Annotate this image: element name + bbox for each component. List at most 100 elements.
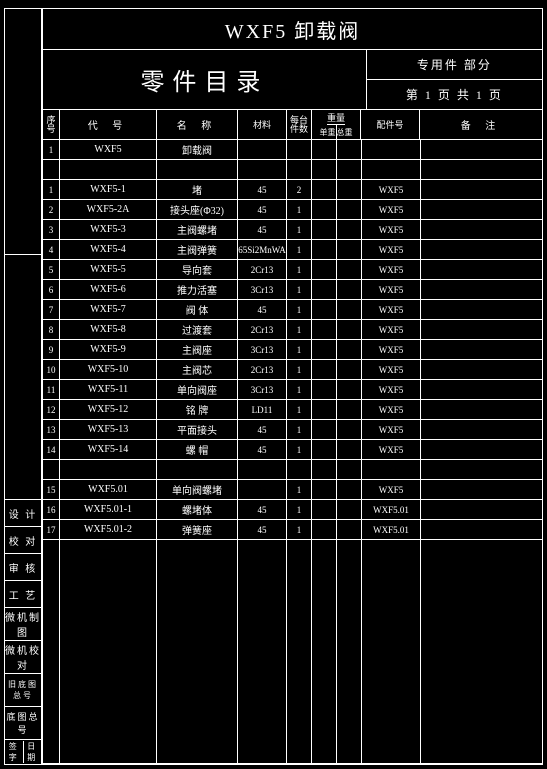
left-label: 微机制图: [4, 608, 42, 641]
cell-pn: WXF5: [362, 360, 421, 380]
left-spacer-mid: [4, 255, 42, 501]
cell-pn: WXF5: [362, 420, 421, 440]
table-row: 2WXF5-2A接头座(Φ32)451WXF5: [43, 200, 542, 220]
cell-pn: WXF5.01: [362, 500, 421, 520]
cell-wtb: [337, 460, 362, 480]
cell-wta: [312, 380, 337, 400]
cell-rmk: [421, 520, 542, 540]
cell-name: 堵: [157, 180, 238, 200]
left-label: 旧底图总号: [4, 674, 42, 707]
left-label: 设 计: [4, 500, 42, 527]
left-label: 微机校对: [4, 641, 42, 674]
hdr-seq: 序号: [43, 110, 60, 140]
cell-wtb: [337, 140, 362, 160]
table-row: 3WXF5-3主阀螺堵451WXF5: [43, 220, 542, 240]
cell-mat: 65Si2MnWA: [238, 240, 287, 260]
table-row: 1WXF5-1堵452WXF5: [43, 180, 542, 200]
cell-mat: 45: [238, 420, 287, 440]
table-row: 16WXF5.01-1螺堵体451WXF5.01: [43, 500, 542, 520]
cell-code: [60, 460, 157, 480]
cell-qty: 1: [287, 400, 312, 420]
cell-pn: WXF5: [362, 480, 421, 500]
cell-pn: WXF5.01: [362, 520, 421, 540]
main-content: WXF5 卸载阀 零件目录 专用件 部分 第 1 页 共 1 页 序号 代 号 …: [42, 8, 543, 765]
cell-seq: 15: [43, 480, 60, 500]
cell-mat: 2Cr13: [238, 360, 287, 380]
cell-wtb: [337, 440, 362, 460]
cell-wtb: [337, 220, 362, 240]
cell-rmk: [421, 180, 542, 200]
cell-rmk: [421, 440, 542, 460]
cell-wtb: [337, 300, 362, 320]
cell-qty: 1: [287, 420, 312, 440]
cell-seq: 16: [43, 500, 60, 520]
cell-wtb: [337, 480, 362, 500]
cell-wta: [312, 340, 337, 360]
hdr-weight: 重量 单重 总重: [312, 110, 361, 140]
cell-rmk: [421, 480, 542, 500]
cell-mat: [238, 480, 287, 500]
cell-name: 单向阀座: [157, 380, 238, 400]
cell-seq: 2: [43, 200, 60, 220]
subtitle-row: 零件目录 专用件 部分 第 1 页 共 1 页: [42, 50, 543, 110]
hdr-qty: 每台件数: [287, 110, 312, 140]
cell-qty: 1: [287, 380, 312, 400]
cell-pn: WXF5: [362, 200, 421, 220]
cell-qty: 1: [287, 360, 312, 380]
cell-rmk: [421, 320, 542, 340]
cell-wta: [312, 160, 337, 180]
table-row: 5WXF5-5导向套2Cr131WXF5: [43, 260, 542, 280]
cell-wtb: [337, 260, 362, 280]
cell-rmk: [421, 160, 542, 180]
cell-name: 阀 体: [157, 300, 238, 320]
cell-rmk: [421, 240, 542, 260]
cell-name: 主阀座: [157, 340, 238, 360]
table-row: 10WXF5-10主阀芯2Cr131WXF5: [43, 360, 542, 380]
catalog-title: 零件目录: [42, 50, 367, 110]
cell-mat: 45: [238, 500, 287, 520]
cell-code: WXF5: [60, 140, 157, 160]
table-row: 11WXF5-11单向阀座3Cr131WXF5: [43, 380, 542, 400]
cell-qty: 1: [287, 200, 312, 220]
cell-name: 导向套: [157, 260, 238, 280]
cell-wta: [312, 300, 337, 320]
cell-wtb: [337, 320, 362, 340]
cell-wta: [312, 140, 337, 160]
cell-pn: WXF5: [362, 220, 421, 240]
cell-mat: 45: [238, 520, 287, 540]
cell-code: WXF5-6: [60, 280, 157, 300]
hdr-wt: 重量: [327, 110, 345, 125]
cell-mat: [238, 460, 287, 480]
cell-qty: [287, 140, 312, 160]
cell-wta: [312, 480, 337, 500]
hdr-name: 名 称: [157, 110, 238, 140]
cell-pn: [362, 460, 421, 480]
cell-code: WXF5-14: [60, 440, 157, 460]
cell-pn: [362, 160, 421, 180]
cell-pn: WXF5: [362, 180, 421, 200]
cell-qty: 1: [287, 280, 312, 300]
cell-wta: [312, 420, 337, 440]
cell-wta: [312, 240, 337, 260]
table-row: 9WXF5-9主阀座3Cr131WXF5: [43, 340, 542, 360]
table-row: 7WXF5-7阀 体451WXF5: [43, 300, 542, 320]
cell-wta: [312, 360, 337, 380]
hdr-rmk: 备 注: [420, 110, 542, 140]
cell-mat: [238, 160, 287, 180]
cell-seq: 4: [43, 240, 60, 260]
cell-name: 铭 牌: [157, 400, 238, 420]
cell-code: WXF5-4: [60, 240, 157, 260]
cell-wtb: [337, 160, 362, 180]
cell-pn: WXF5: [362, 400, 421, 420]
table-row: 17WXF5.01-2弹簧座451WXF5.01: [43, 520, 542, 540]
cell-seq: 11: [43, 380, 60, 400]
cell-code: WXF5.01-2: [60, 520, 157, 540]
cell-mat: LD11: [238, 400, 287, 420]
cell-rmk: [421, 380, 542, 400]
cell-qty: 1: [287, 260, 312, 280]
cell-wta: [312, 200, 337, 220]
cell-qty: 1: [287, 500, 312, 520]
hdr-wtb: 总重: [337, 125, 353, 139]
cell-name: 卸载阀: [157, 140, 238, 160]
cell-rmk: [421, 360, 542, 380]
